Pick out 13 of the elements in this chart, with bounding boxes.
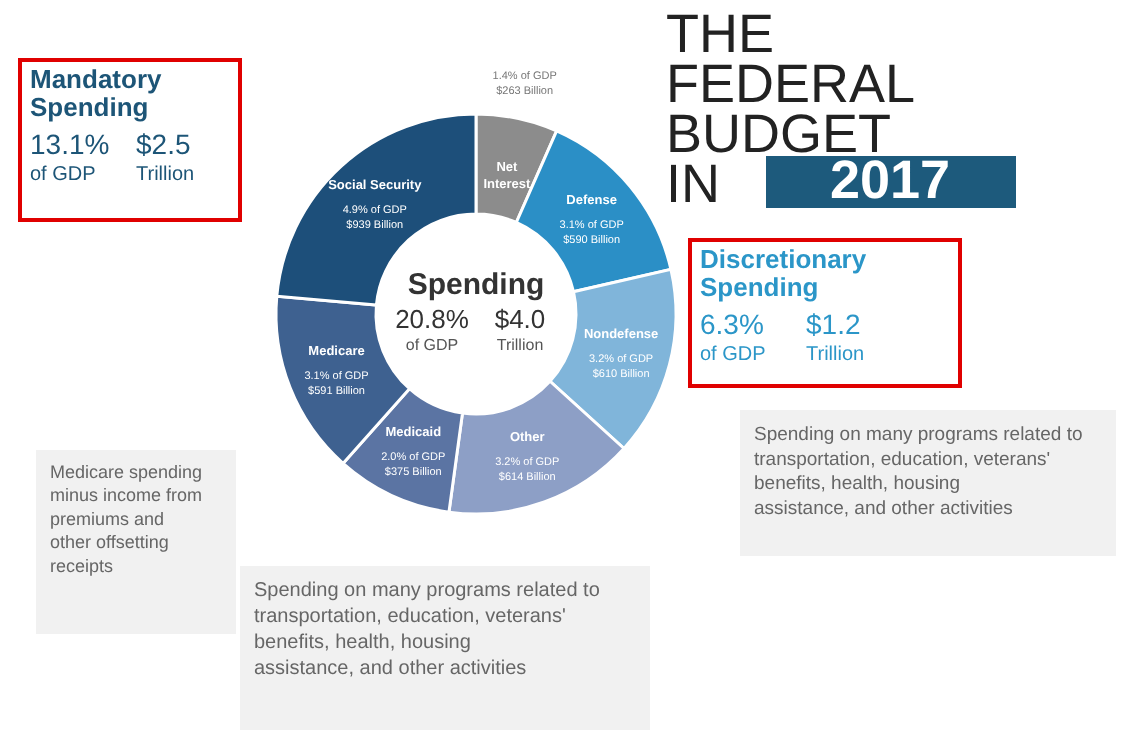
text: Spending on many programs related to transportation, education, veterans' benefits, health, housing assistance, and other activities: [254, 580, 601, 680]
text: $4.0 Trillion: [494, 304, 546, 354]
text: Spending on many programs related to transportation, education, veterans' benefits, health, housing assistance, and other activities: [754, 424, 1083, 521]
text: Medicare spending minus income from premiums and other offsetting receipts: [50, 462, 203, 576]
text: 6.3% of GDP: [700, 308, 767, 366]
text: Mandatory Spending: [30, 64, 163, 122]
text: $2.5 Trillion: [136, 128, 195, 186]
chart-title: THE FEDERAL BUDGET IN 2017: [666, 4, 951, 214]
text: Spending: [407, 268, 545, 302]
text: $1.2 Trillion: [806, 308, 865, 366]
text: 13.1% of GDP: [30, 128, 110, 186]
text: Discretionary Spending: [700, 244, 868, 302]
text: 20.8% of GDP: [395, 304, 470, 354]
